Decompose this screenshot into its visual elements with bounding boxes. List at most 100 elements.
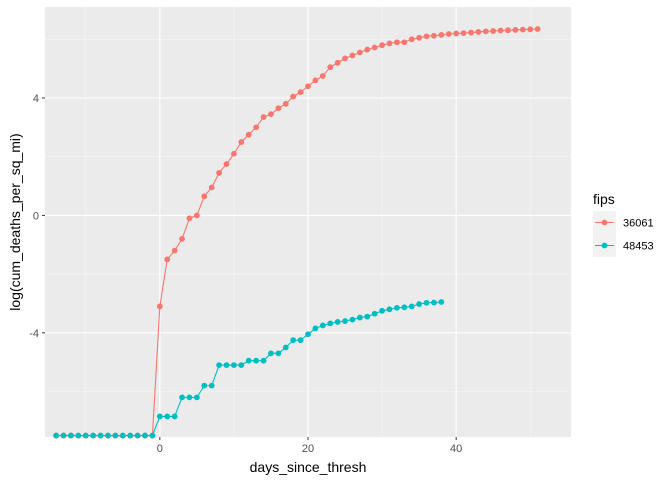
data-point-36061 (334, 59, 341, 66)
legend-keys: 36061 48453 (593, 211, 654, 257)
data-point-36061 (356, 49, 363, 56)
data-point-48453 (216, 362, 223, 368)
data-point-48453 (379, 307, 385, 314)
data-point-48453 (275, 350, 282, 357)
data-point-48453 (134, 432, 141, 439)
legend-key-point (601, 242, 608, 249)
data-point-36061 (386, 40, 393, 47)
axis-ticks (42, 97, 457, 440)
data-point-36061 (327, 64, 334, 71)
data-point-48453 (97, 432, 104, 439)
data-point-36061 (505, 27, 511, 34)
data-point-36061 (253, 124, 260, 131)
data-point-36061 (475, 29, 482, 35)
data-point-48453 (208, 382, 215, 389)
data-point-48453 (149, 432, 156, 439)
y-tick-labels: 4 0 -4 (29, 93, 39, 340)
legend-item-36061: 36061 (593, 211, 654, 234)
data-point-36061 (275, 105, 282, 112)
data-point-48453 (231, 362, 237, 368)
data-point-48453 (53, 432, 60, 439)
data-point-48453 (253, 357, 260, 364)
legend-label: 36061 (623, 218, 654, 230)
x-tick-labels: 0 20 40 (157, 443, 463, 455)
data-point-36061 (490, 28, 497, 34)
x-tick-label: 0 (157, 443, 163, 455)
data-point-36061 (312, 77, 319, 84)
data-point-36061 (268, 111, 274, 118)
series-layer (53, 26, 541, 439)
data-point-36061 (319, 73, 326, 79)
data-point-48453 (75, 432, 82, 439)
data-point-36061 (394, 39, 400, 46)
data-point-36061 (186, 215, 193, 222)
data-point-48453 (438, 299, 445, 305)
data-point-48453 (371, 310, 378, 317)
data-point-48453 (201, 382, 208, 389)
data-point-48453 (82, 432, 89, 439)
data-point-48453 (327, 320, 334, 327)
data-point-48453 (431, 299, 437, 306)
data-point-36061 (231, 150, 237, 157)
data-point-48453 (193, 394, 200, 401)
data-point-36061 (453, 30, 460, 37)
data-point-48453 (334, 319, 341, 325)
data-point-48453 (156, 413, 163, 420)
data-point-48453 (112, 432, 119, 439)
data-point-36061 (468, 29, 474, 36)
data-point-36061 (342, 55, 348, 62)
data-point-48453 (105, 432, 111, 439)
data-point-48453 (127, 432, 134, 439)
y-axis-title: log(cum_deaths_per_sq_mi) (7, 133, 23, 310)
legend-label: 48453 (623, 241, 654, 253)
data-point-48453 (260, 357, 267, 364)
data-point-48453 (179, 394, 185, 401)
data-point-36061 (519, 26, 526, 33)
data-point-48453 (364, 313, 371, 320)
data-point-36061 (223, 161, 230, 167)
data-point-48453 (90, 432, 97, 439)
data-point-36061 (245, 131, 252, 138)
series-48453 (53, 299, 445, 439)
data-point-48453 (60, 432, 67, 439)
data-point-36061 (364, 46, 371, 53)
data-point-36061 (282, 100, 289, 107)
data-point-36061 (497, 27, 504, 34)
y-tick-label: 0 (33, 210, 39, 222)
data-point-36061 (260, 114, 267, 120)
data-point-48453 (401, 304, 408, 311)
data-point-36061 (164, 256, 171, 263)
y-tick-label: -4 (29, 328, 39, 340)
data-point-48453 (186, 394, 193, 401)
data-point-48453 (305, 331, 311, 338)
data-point-48453 (238, 362, 245, 368)
data-point-48453 (297, 337, 304, 344)
data-point-48453 (142, 432, 148, 439)
data-point-36061 (423, 33, 430, 40)
x-tick-label: 20 (302, 443, 314, 455)
data-point-36061 (193, 212, 200, 219)
data-point-36061 (371, 44, 378, 51)
legend-title: fips (593, 191, 615, 207)
data-point-36061 (208, 184, 215, 191)
legend-item-48453: 48453 (593, 234, 654, 257)
data-point-36061 (408, 36, 415, 43)
data-point-36061 (431, 32, 437, 39)
data-point-48453 (386, 306, 393, 313)
data-point-48453 (342, 318, 348, 324)
data-point-36061 (297, 89, 304, 96)
data-point-48453 (408, 303, 415, 310)
data-point-36061 (156, 303, 163, 310)
data-point-48453 (423, 299, 430, 306)
data-point-36061 (290, 93, 297, 100)
data-point-48453 (223, 362, 230, 368)
data-point-48453 (319, 322, 326, 329)
data-point-48453 (282, 344, 289, 351)
x-tick-label: 40 (450, 443, 462, 455)
data-point-36061 (201, 193, 208, 200)
data-point-36061 (482, 28, 489, 35)
data-point-36061 (438, 31, 445, 38)
y-tick-label: 4 (33, 93, 39, 105)
legend-key-point (601, 219, 608, 226)
